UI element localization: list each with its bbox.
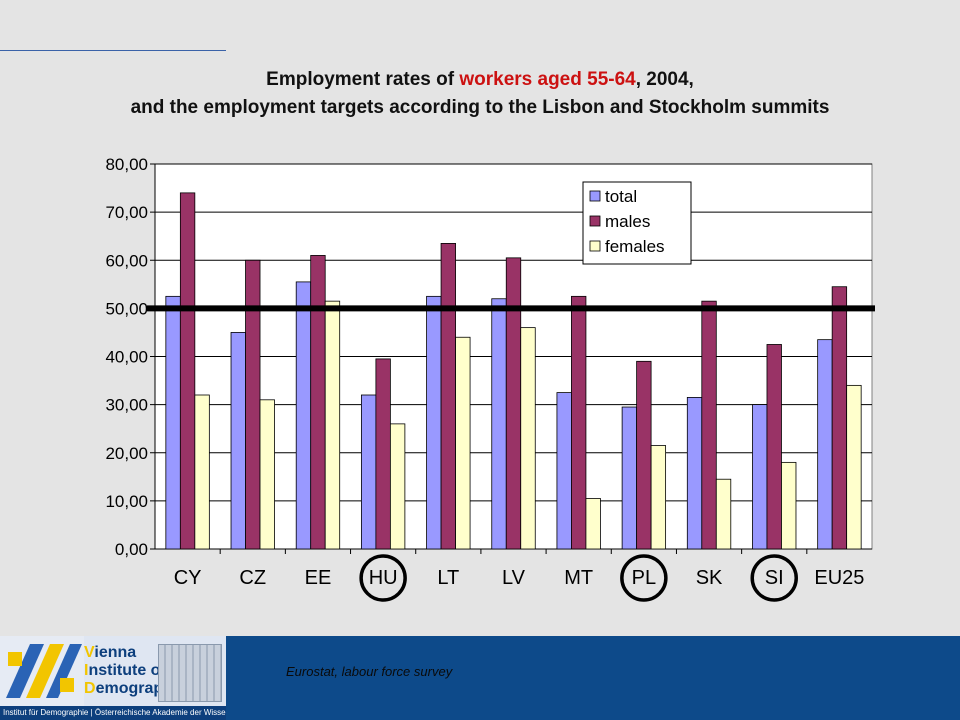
x-tick-label-lv: LV — [502, 567, 526, 589]
legend-label-males: males — [605, 212, 650, 231]
bar-total-cz — [230, 332, 246, 550]
top-rule — [0, 50, 226, 51]
bar-males-lv — [505, 257, 522, 550]
bar-females-pl — [650, 445, 667, 550]
bar-females-eu25 — [846, 384, 862, 550]
bar-females-ee — [324, 300, 341, 550]
legend-label-total: total — [605, 187, 637, 206]
bar-total-ee — [295, 281, 312, 550]
x-tick-label-mt: MT — [564, 567, 593, 589]
highlight-circle-hu — [359, 554, 407, 602]
bar-males-pl — [636, 360, 652, 550]
bar-total-mt — [556, 392, 572, 550]
source-note: Eurostat, labour force survey — [286, 664, 453, 679]
bar-total-pl — [621, 406, 638, 550]
bar-males-lt — [440, 243, 456, 550]
legend-label-females: females — [605, 237, 665, 256]
bar-males-mt — [571, 295, 587, 550]
y-tick-label: 80,00 — [105, 155, 148, 174]
x-tick-label-cz: CZ — [239, 567, 266, 589]
slide-title: Employment rates of workers aged 55-64, … — [0, 66, 960, 122]
logo-graphic-icon — [0, 636, 84, 706]
x-tick-label-ee: EE — [305, 567, 332, 589]
y-tick-label: 40,00 — [105, 348, 148, 367]
title-line-1: Employment rates of workers aged 55-64, … — [0, 66, 960, 94]
bar-total-si — [752, 404, 768, 550]
y-tick-label: 10,00 — [105, 492, 148, 511]
bar-males-cy — [179, 192, 196, 550]
y-tick-label: 60,00 — [105, 251, 148, 270]
title-text-1b: , 2004, — [635, 69, 694, 90]
bar-total-cy — [165, 295, 181, 550]
building-icon — [158, 644, 222, 702]
bar-females-si — [781, 461, 797, 550]
legend — [582, 181, 692, 265]
x-tick-label-cy: CY — [174, 567, 202, 589]
title-highlight: workers aged 55-64 — [459, 69, 636, 90]
logo-initial-d: D — [84, 680, 96, 697]
logo-strip: Institut für Demographie | Österreichisc… — [0, 706, 226, 720]
y-tick-label: 0,00 — [115, 540, 148, 559]
legend-swatch-females — [589, 240, 601, 252]
bar-total-hu — [360, 394, 377, 550]
x-tick-label-hu: HU — [369, 567, 398, 589]
x-tick-label-si: SI — [765, 567, 784, 589]
x-tick-label-pl: PL — [632, 567, 656, 589]
bar-males-hu — [375, 358, 391, 550]
employment-bar-chart: 0,00 10,00 20,00 30,00 40,00 50,00 60,00 70,00 8… — [105, 155, 875, 602]
legend-swatch-males — [589, 215, 601, 227]
x-tick-label-sk: SK — [696, 567, 723, 589]
bar-females-cy — [194, 394, 210, 550]
bar-females-lt — [455, 336, 471, 550]
legend-swatch-total — [589, 190, 601, 202]
y-tick-label: 50,00 — [105, 299, 148, 318]
bar-total-lv — [491, 298, 507, 550]
bar-total-sk — [686, 397, 703, 550]
bar-females-mt — [585, 498, 601, 550]
bar-females-hu — [389, 423, 406, 550]
logo-word-institute: nstitute of — [88, 662, 166, 679]
institute-logo: Vienna Institute of Demography Institut … — [0, 636, 226, 720]
logo-word-ienna: ienna — [94, 644, 137, 661]
bar-males-eu25 — [831, 286, 848, 550]
bar-males-cz — [245, 259, 261, 550]
bar-males-si — [766, 344, 782, 550]
bar-females-sk — [715, 478, 732, 550]
y-tick-label: 30,00 — [105, 396, 148, 415]
highlight-circle-pl — [620, 554, 668, 602]
x-tick-label-eu25: EU25 — [814, 567, 864, 589]
bar-males-ee — [310, 255, 326, 550]
y-tick-label: 20,00 — [105, 444, 148, 463]
y-tick-label: 70,00 — [105, 203, 148, 222]
bar-total-eu25 — [817, 339, 833, 550]
logo-initial-v: V — [84, 644, 95, 661]
title-line-2: and the employment targets according to … — [130, 97, 830, 118]
bar-males-sk — [701, 300, 717, 550]
x-tick-label-lt: LT — [437, 567, 459, 589]
highlight-circle-si — [750, 554, 798, 602]
bar-females-cz — [259, 399, 275, 550]
bar-females-lv — [520, 327, 536, 550]
bar-total-lt — [426, 295, 442, 550]
logo-initial-i: I — [84, 662, 89, 679]
title-text-1: Employment rates of — [266, 69, 460, 90]
